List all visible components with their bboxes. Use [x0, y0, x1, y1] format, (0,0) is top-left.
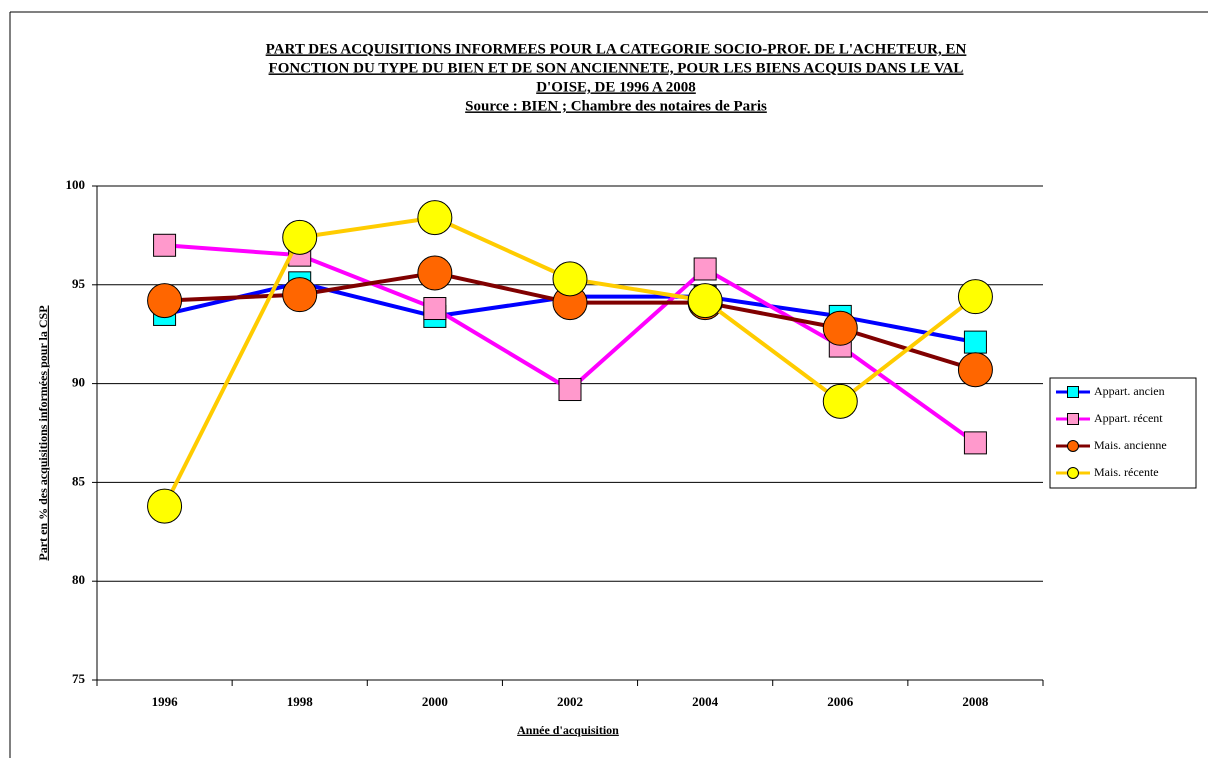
- y-tick-label: 90: [72, 375, 85, 390]
- y-tick-label: 85: [72, 473, 86, 488]
- data-point: [552, 261, 588, 297]
- data-point: [147, 283, 183, 319]
- data-point: [417, 255, 453, 291]
- data-point: [423, 297, 447, 321]
- legend-marker: [1067, 440, 1079, 452]
- x-tick-label: 2008: [962, 694, 989, 709]
- legend-label: Appart. ancien: [1094, 384, 1165, 398]
- data-point: [693, 257, 717, 281]
- x-tick-label: 2002: [557, 694, 583, 709]
- data-point: [282, 277, 318, 313]
- legend-label: Mais. ancienne: [1094, 438, 1167, 452]
- data-point: [687, 283, 723, 319]
- chart-title: D'OISE, DE 1996 A 2008: [536, 79, 696, 95]
- series-line: [162, 215, 977, 508]
- data-point: [417, 200, 453, 236]
- legend-marker: [1067, 467, 1079, 479]
- data-point: [963, 431, 987, 455]
- y-tick-label: 80: [72, 572, 85, 587]
- y-tick-label: 75: [72, 671, 86, 686]
- y-tick-label: 95: [72, 276, 86, 291]
- legend-marker: [1067, 413, 1079, 425]
- legend-label: Mais. récente: [1094, 465, 1159, 479]
- data-point: [282, 219, 318, 255]
- data-point: [153, 233, 177, 257]
- data-point: [822, 310, 858, 346]
- chart-subtitle: Source : BIEN ; Chambre des notaires de …: [465, 98, 767, 114]
- data-point: [822, 383, 858, 419]
- data-point: [963, 330, 987, 354]
- data-point: [957, 279, 993, 315]
- legend-marker: [1067, 386, 1079, 398]
- chart-title: PART DES ACQUISITIONS INFORMEES POUR LA …: [266, 41, 967, 57]
- y-axis-label: Part en % des acquisitions informées pou…: [36, 305, 50, 560]
- y-tick-label: 100: [66, 177, 86, 192]
- x-tick-label: 2000: [422, 694, 448, 709]
- data-point: [957, 352, 993, 388]
- legend-label: Appart. récent: [1094, 411, 1163, 425]
- x-tick-label: 2004: [692, 694, 719, 709]
- x-tick-label: 1996: [152, 694, 179, 709]
- data-point: [558, 378, 582, 402]
- x-tick-label: 1998: [287, 694, 314, 709]
- chart-title: FONCTION DU TYPE DU BIEN ET DE SON ANCIE…: [269, 60, 964, 76]
- x-axis-label: Année d'acquisition: [517, 723, 619, 737]
- x-tick-label: 2006: [827, 694, 854, 709]
- data-point: [147, 488, 183, 524]
